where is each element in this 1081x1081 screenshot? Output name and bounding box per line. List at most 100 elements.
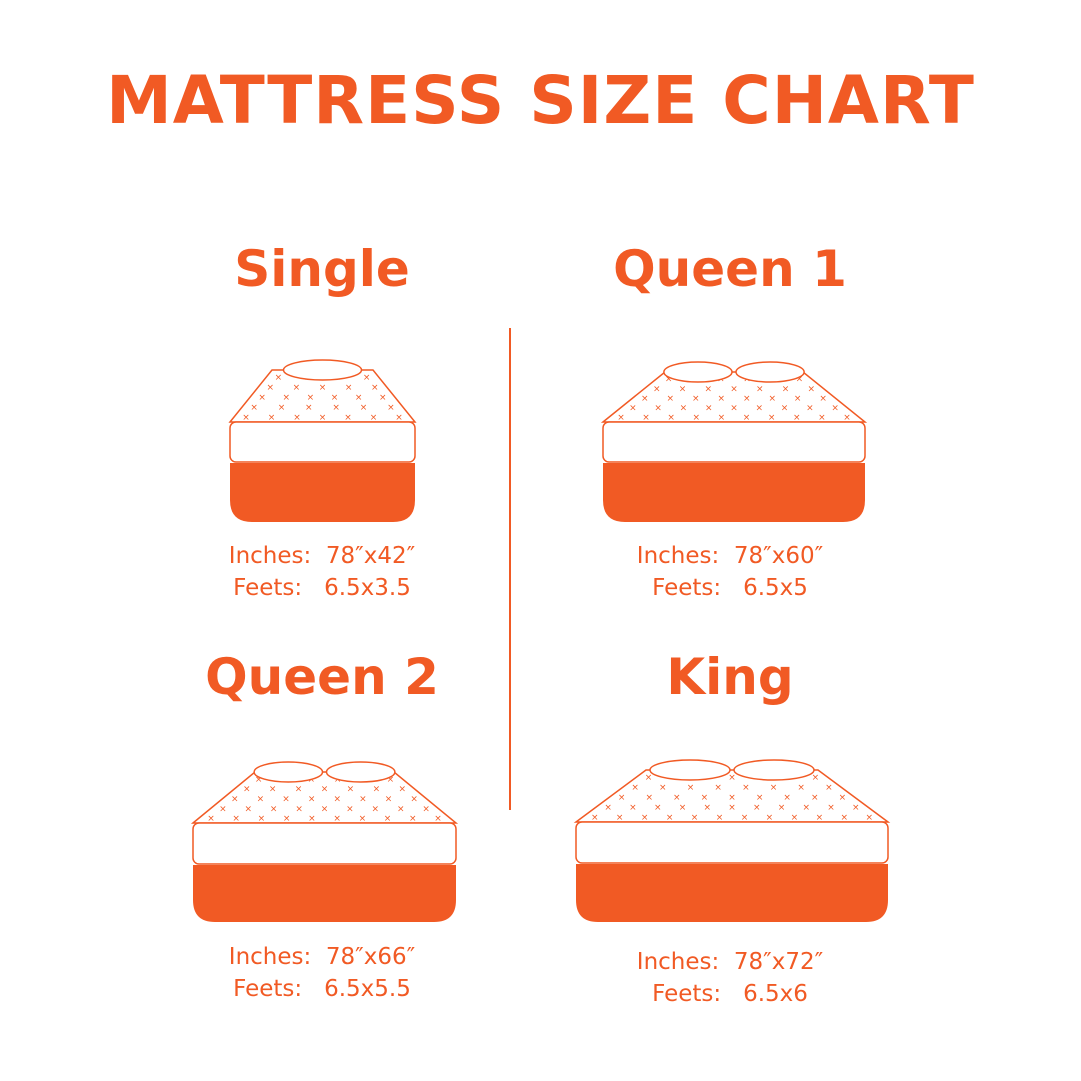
mattress-side <box>575 821 889 864</box>
stitch-mark: × <box>245 804 253 814</box>
stitch-mark: × <box>344 413 352 423</box>
stitch-mark: × <box>232 814 240 824</box>
stitch-mark: × <box>219 804 227 814</box>
stitch-mark: × <box>307 393 315 403</box>
stitch-mark: × <box>283 814 291 824</box>
stitch-mark: × <box>255 775 263 785</box>
chart-title: MATTRESS SIZE CHART <box>106 62 975 139</box>
stitch-mark: × <box>654 803 662 813</box>
stitch-mark: × <box>705 404 713 414</box>
stitch-mark: × <box>268 413 276 423</box>
mattress-side <box>602 421 866 463</box>
stitch-mark: × <box>687 783 695 793</box>
stitch-mark: × <box>716 813 724 823</box>
stitch-mark: × <box>768 413 776 423</box>
stitch-mark: × <box>841 813 849 823</box>
stitch-mark: × <box>333 814 341 824</box>
stitch-mark: × <box>717 394 725 404</box>
stitch-mark: × <box>659 783 667 793</box>
stitch-mark: × <box>818 413 826 423</box>
stitch-mark: × <box>691 813 699 823</box>
stitch-mark: × <box>770 783 778 793</box>
stitch-mark: × <box>266 383 274 393</box>
stitch-mark: × <box>359 814 367 824</box>
size-name-queen-2: Queen 2 <box>205 648 439 706</box>
size-name-king: King <box>666 648 794 706</box>
stitch-mark: × <box>843 413 851 423</box>
stitch-mark: × <box>673 793 681 803</box>
stitch-mark: × <box>701 793 709 803</box>
stitch-mark: × <box>308 794 316 804</box>
size-spec-queen-2: Inches: 78″x66″ Feets: 6.5x5.5 <box>228 944 416 1002</box>
stitch-mark: × <box>741 813 749 823</box>
stitch-mark: × <box>782 384 790 394</box>
stitch-mark: × <box>359 794 367 804</box>
stitch-mark: × <box>679 384 687 394</box>
stitch-mark: × <box>332 403 340 413</box>
stitch-mark: × <box>321 785 329 795</box>
stitch-mark: × <box>665 375 673 385</box>
stitch-mark: × <box>422 804 430 814</box>
stitch-mark: × <box>693 413 701 423</box>
stitch-mark: × <box>781 404 789 414</box>
stitch-mark: × <box>839 793 847 803</box>
bed-base <box>603 463 865 522</box>
stitch-mark: × <box>728 803 736 813</box>
stitch-mark: × <box>730 384 738 394</box>
stitch-mark: × <box>791 813 799 823</box>
pillow <box>649 759 731 781</box>
stitch-mark: × <box>728 773 736 783</box>
stitch-mark: × <box>395 413 403 423</box>
size-name-single: Single <box>234 240 410 298</box>
stitch-mark: × <box>645 773 653 783</box>
stitch-mark: × <box>794 394 802 404</box>
pillow <box>733 759 815 781</box>
stitch-mark: × <box>793 413 801 423</box>
stitch-mark: × <box>305 403 313 413</box>
stitch-mark: × <box>703 803 711 813</box>
stitch-mark: × <box>666 813 674 823</box>
stitch-mark: × <box>410 794 418 804</box>
stitch-mark: × <box>372 804 380 814</box>
stitch-mark: × <box>806 404 814 414</box>
stitch-mark: × <box>258 814 266 824</box>
stitch-mark: × <box>629 803 637 813</box>
stitch-mark: × <box>360 403 368 413</box>
stitch-mark: × <box>409 814 417 824</box>
stitch-mark: × <box>616 813 624 823</box>
stitch-mark: × <box>641 394 649 404</box>
stitch-mark: × <box>865 813 873 823</box>
stitch-mark: × <box>714 783 722 793</box>
size-spec-king: Inches: 78″x72″ Feets: 6.5x6 <box>636 949 824 1007</box>
stitch-mark: × <box>742 783 750 793</box>
stitch-mark: × <box>679 803 687 813</box>
stitch-mark: × <box>654 404 662 414</box>
stitch-mark: × <box>243 785 251 795</box>
stitch-mark: × <box>269 785 277 795</box>
stitch-mark: × <box>796 375 804 385</box>
stitch-mark: × <box>275 373 283 383</box>
stitch-mark: × <box>282 794 290 804</box>
stitch-mark: × <box>346 804 354 814</box>
stitch-mark: × <box>743 394 751 404</box>
stitch-mark: × <box>704 384 712 394</box>
stitch-mark: × <box>827 803 835 813</box>
stitch-mark: × <box>308 814 316 824</box>
stitch-mark: × <box>258 393 266 403</box>
stitch-mark: × <box>293 413 301 423</box>
bed-base <box>576 864 888 922</box>
stitch-mark: × <box>319 383 327 393</box>
stitch-mark: × <box>778 803 786 813</box>
bed-base <box>193 865 456 922</box>
stitch-mark: × <box>207 814 215 824</box>
bed-base <box>230 463 415 522</box>
stitch-mark: × <box>667 394 675 404</box>
mattress-side <box>192 822 457 865</box>
stitch-mark: × <box>812 773 820 783</box>
stitch-mark: × <box>753 803 761 813</box>
pillow <box>282 359 363 381</box>
divider <box>509 328 511 810</box>
stitch-mark: × <box>816 813 824 823</box>
size-name-queen-1: Queen 1 <box>613 240 847 298</box>
